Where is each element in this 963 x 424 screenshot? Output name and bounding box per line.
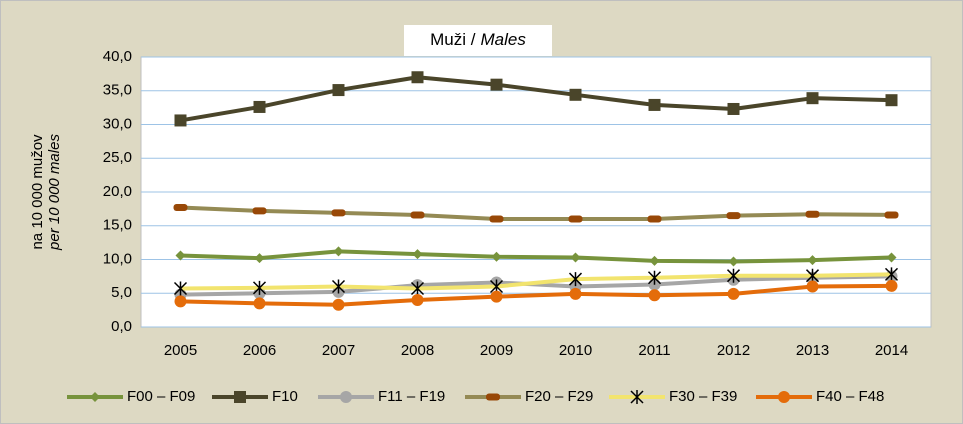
x-tick-label: 2010 <box>559 342 592 359</box>
marker <box>806 280 819 293</box>
marker <box>412 249 423 260</box>
marker <box>331 279 346 294</box>
y-tick-label: 15,0 <box>103 217 132 234</box>
y-tick-label: 10,0 <box>103 250 132 267</box>
marker <box>568 272 583 287</box>
marker <box>648 289 661 302</box>
x-tick-label: 2007 <box>322 342 355 359</box>
marker <box>234 391 246 403</box>
marker <box>726 212 741 220</box>
marker <box>253 100 266 113</box>
series-line <box>180 249 892 264</box>
x-tick-label: 2009 <box>480 342 513 359</box>
marker <box>332 298 345 311</box>
marker <box>333 246 344 257</box>
title-main: Muži / <box>430 30 476 49</box>
marker <box>806 92 819 105</box>
marker <box>647 270 662 285</box>
legend-label: F30 – F39 <box>669 388 737 405</box>
marker <box>885 279 898 292</box>
title-box <box>404 25 552 56</box>
series-line <box>180 205 892 221</box>
marker <box>332 84 345 97</box>
marker <box>253 297 266 310</box>
x-tick-label: 2014 <box>875 342 908 359</box>
chart-title: Muži / Males <box>430 30 526 49</box>
y-tick-label: 20,0 <box>103 183 132 200</box>
marker <box>884 267 899 282</box>
marker <box>175 250 186 261</box>
series-line <box>180 75 892 123</box>
marker <box>486 393 500 401</box>
marker <box>805 268 820 283</box>
legend-label: F40 – F48 <box>816 388 884 405</box>
marker <box>490 290 503 303</box>
x-tick-label: 2013 <box>796 342 829 359</box>
marker <box>727 102 740 115</box>
legend-label: F20 – F29 <box>525 388 593 405</box>
marker <box>340 391 352 403</box>
marker <box>489 215 504 223</box>
marker <box>174 295 187 308</box>
y-tick-label: 35,0 <box>103 82 132 99</box>
marker <box>570 252 581 263</box>
marker <box>778 391 790 403</box>
y-axis-label: per 10 000 males <box>46 134 63 251</box>
title-italic: Males <box>480 30 526 49</box>
marker <box>886 252 897 263</box>
marker <box>252 207 267 215</box>
marker <box>885 94 898 107</box>
legend-label: F00 – F09 <box>127 388 195 405</box>
marker <box>568 215 583 223</box>
marker <box>410 281 425 296</box>
x-tick-label: 2006 <box>243 342 276 359</box>
marker <box>569 287 582 300</box>
marker <box>252 280 267 295</box>
marker <box>649 255 660 266</box>
marker <box>726 268 741 283</box>
series-line <box>180 283 892 307</box>
x-tick-label: 2011 <box>638 342 670 359</box>
series-line <box>180 272 892 291</box>
x-tick-label: 2012 <box>717 342 750 359</box>
marker <box>331 209 346 217</box>
marker <box>173 204 188 212</box>
marker <box>728 256 739 267</box>
marker <box>630 390 644 404</box>
marker <box>410 211 425 219</box>
marker <box>490 78 503 91</box>
y-tick-label: 5,0 <box>111 284 132 301</box>
marker <box>491 251 502 262</box>
marker <box>647 215 662 223</box>
x-tick-label: 2005 <box>164 342 197 359</box>
legend-label: F11 – F19 <box>378 388 445 405</box>
marker <box>411 294 424 306</box>
marker <box>90 392 100 402</box>
marker <box>173 281 188 296</box>
marker <box>174 114 187 127</box>
x-tick-label: 2008 <box>401 342 434 359</box>
marker <box>727 287 740 300</box>
y-tick-label: 30,0 <box>103 115 132 132</box>
marker <box>254 253 265 264</box>
y-tick-label: 40,0 <box>103 48 132 65</box>
marker <box>411 71 424 84</box>
y-tick-label: 0,0 <box>111 318 132 335</box>
marker <box>648 98 661 111</box>
marker <box>807 255 818 266</box>
marker <box>884 211 899 219</box>
marker <box>569 88 582 101</box>
marker <box>805 210 820 218</box>
y-tick-label: 25,0 <box>103 149 132 166</box>
legend-label: F10 <box>272 388 298 405</box>
y-axis-label: na 10 000 mužov <box>29 134 46 250</box>
